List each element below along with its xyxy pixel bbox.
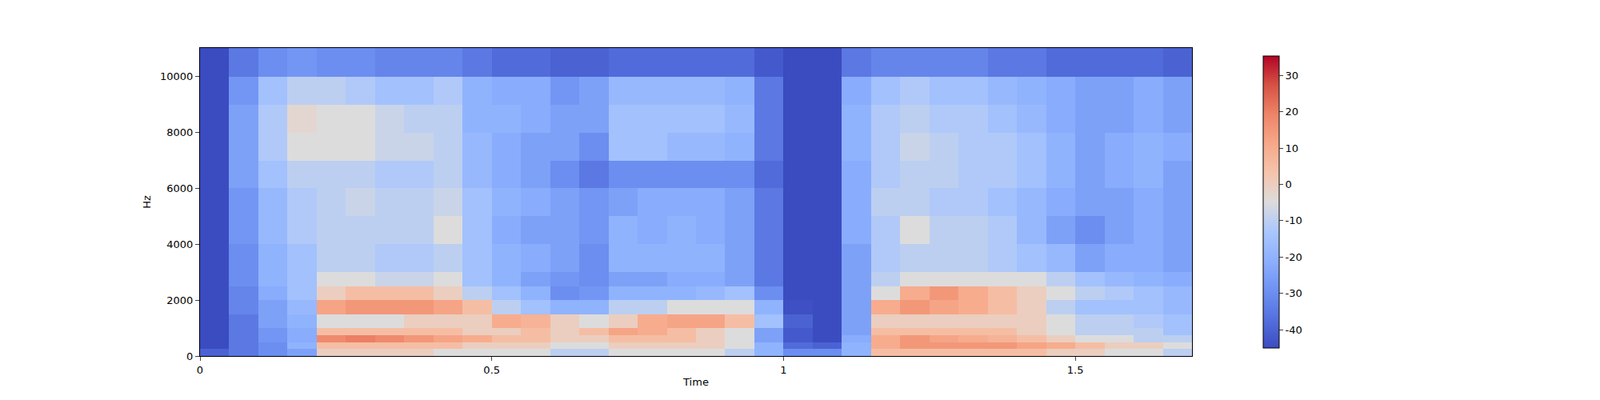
svg-text:1.5: 1.5 — [1067, 364, 1084, 376]
svg-text:-20: -20 — [1285, 251, 1303, 264]
svg-text:0: 0 — [1285, 178, 1292, 191]
svg-text:10000: 10000 — [160, 70, 193, 83]
svg-text:8000: 8000 — [166, 126, 193, 139]
svg-text:10: 10 — [1285, 142, 1300, 155]
svg-text:0: 0 — [186, 350, 193, 363]
svg-text:6000: 6000 — [166, 182, 193, 195]
svg-text:20: 20 — [1285, 105, 1300, 118]
svg-text:-40: -40 — [1285, 324, 1303, 336]
svg-text:-10: -10 — [1285, 214, 1303, 227]
svg-text:-30: -30 — [1285, 287, 1303, 300]
svg-text:2000: 2000 — [166, 294, 193, 307]
svg-text:0: 0 — [196, 364, 204, 376]
svg-text:4000: 4000 — [166, 238, 193, 251]
svg-text:Hz: Hz — [140, 195, 153, 209]
svg-text:0.5: 0.5 — [483, 364, 500, 376]
svg-text:1: 1 — [780, 364, 787, 376]
svg-text:Time: Time — [682, 376, 709, 388]
svg-text:30: 30 — [1285, 69, 1300, 82]
